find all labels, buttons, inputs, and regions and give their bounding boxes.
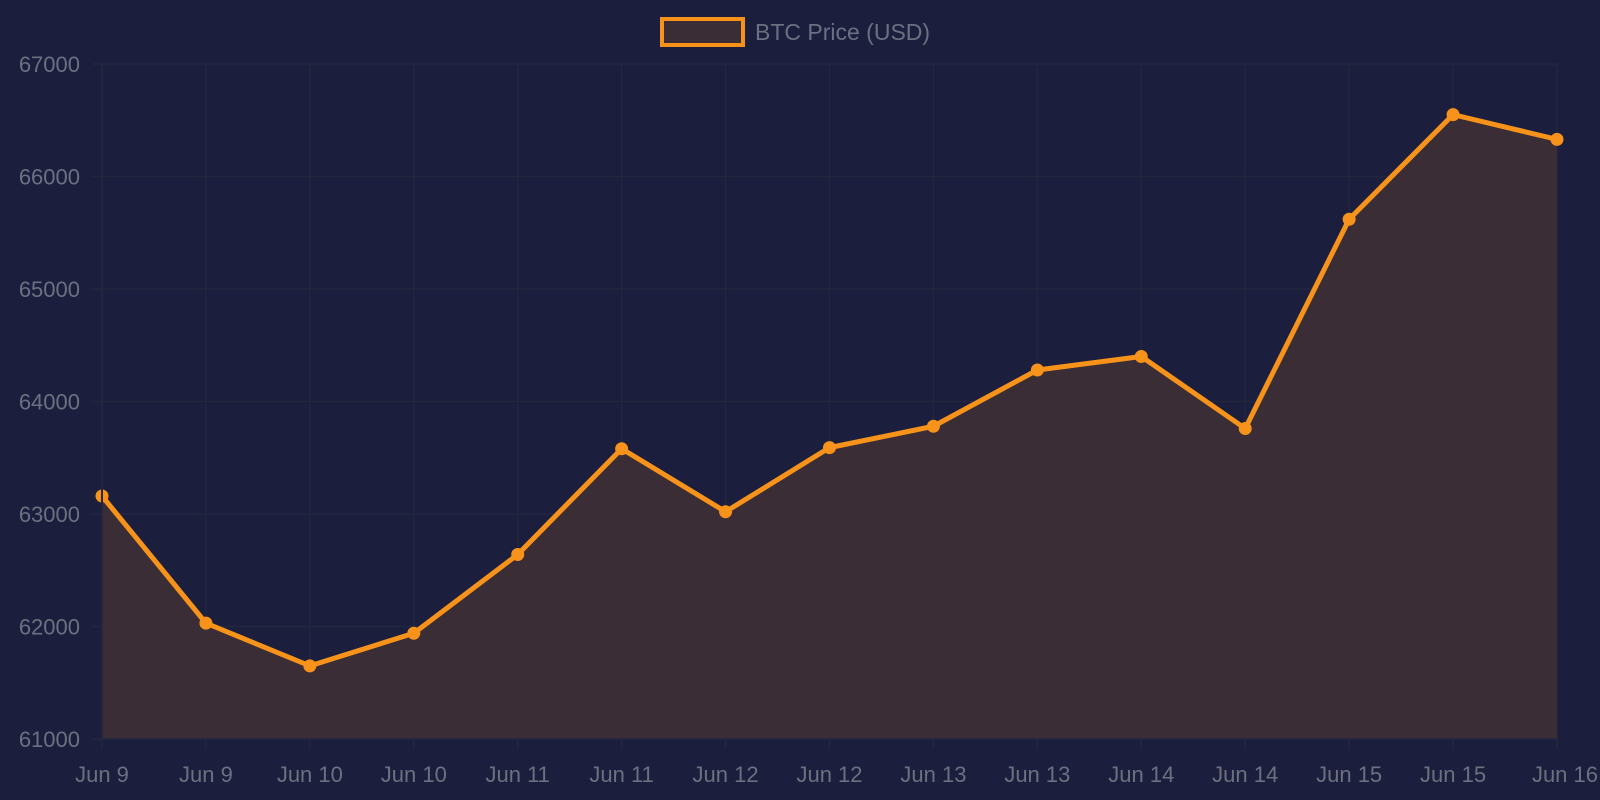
y-tick-label: 62000 xyxy=(19,615,80,640)
x-tick-label: Jun 12 xyxy=(796,762,862,787)
x-tick-label: Jun 14 xyxy=(1212,762,1278,787)
y-tick-label: 61000 xyxy=(19,727,80,752)
series-area-btc-price xyxy=(102,114,1557,739)
area-fill-layer xyxy=(102,114,1557,739)
data-points-layer xyxy=(95,108,1564,673)
x-tick-label: Jun 13 xyxy=(1004,762,1070,787)
legend[interactable]: BTC Price (USD) xyxy=(660,17,930,47)
data-point[interactable] xyxy=(1238,422,1252,435)
x-tick-label: Jun 13 xyxy=(900,762,966,787)
y-tick-label: 65000 xyxy=(19,277,80,302)
data-point[interactable] xyxy=(823,441,836,455)
y-axis: 61000 62000 63000 64000 65000 66000 67000 xyxy=(19,52,103,752)
data-point[interactable] xyxy=(511,548,525,561)
data-point[interactable] xyxy=(303,659,317,673)
y-tick-label: 63000 xyxy=(19,502,80,527)
legend-swatch-btc-price[interactable] xyxy=(660,17,745,47)
y-tick-label: 67000 xyxy=(19,52,80,77)
x-tick-label: Jun 12 xyxy=(693,762,759,787)
data-point[interactable] xyxy=(407,626,421,640)
data-point[interactable] xyxy=(199,616,213,630)
x-tick-label: Jun 9 xyxy=(75,762,129,787)
x-tick-label: Jun 10 xyxy=(277,762,343,787)
x-tick-label: Jun 11 xyxy=(486,762,550,787)
x-tick-label: Jun 14 xyxy=(1108,762,1174,787)
x-tick-label: Jun 15 xyxy=(1316,762,1382,787)
y-tick-label: 64000 xyxy=(19,390,80,415)
data-point[interactable] xyxy=(615,442,629,456)
data-point[interactable] xyxy=(719,505,733,519)
legend-label-btc-price[interactable]: BTC Price (USD) xyxy=(755,19,930,45)
data-point[interactable] xyxy=(1134,350,1148,363)
data-point[interactable] xyxy=(1342,212,1356,226)
data-point[interactable] xyxy=(926,419,940,433)
data-point[interactable] xyxy=(1550,132,1564,146)
data-point[interactable] xyxy=(1446,108,1460,122)
x-tick-label: Jun 11 xyxy=(589,762,653,787)
x-tick-label: Jun 9 xyxy=(179,762,233,787)
data-point[interactable] xyxy=(1030,363,1044,377)
x-tick-label: Jun 16 xyxy=(1532,762,1598,787)
y-tick-label: 66000 xyxy=(19,165,80,190)
x-axis: Jun 9 Jun 9 Jun 10 Jun 10 Jun 11 Jun 11 Jun 12… xyxy=(75,738,1598,787)
x-tick-label: Jun 10 xyxy=(381,762,447,787)
x-tick-label: Jun 15 xyxy=(1420,762,1486,787)
